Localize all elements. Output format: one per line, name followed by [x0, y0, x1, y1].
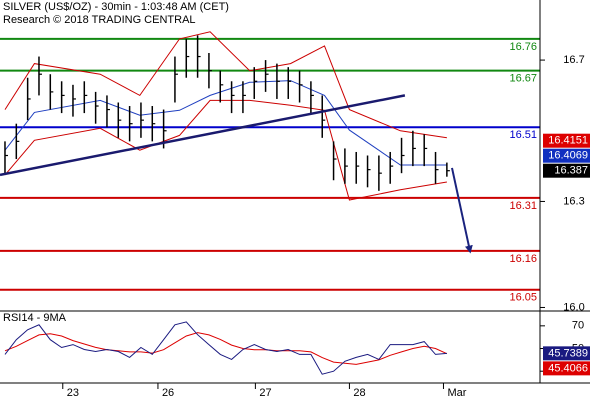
- overlay-line: [4, 31, 447, 139]
- y-tick-label: 16.3: [563, 195, 584, 207]
- overlay-line: [4, 80, 447, 166]
- price-tag-label: 16.4069: [548, 150, 588, 162]
- y-tick-label: 16.0: [563, 301, 584, 313]
- x-tick-label: Mar: [447, 387, 466, 399]
- level-label: 16.05: [509, 292, 537, 304]
- price-tag: [543, 163, 590, 178]
- level-label: 16.51: [509, 129, 537, 141]
- panel-title: RSI14 - 9MA: [3, 312, 67, 324]
- overlay-line: [4, 99, 447, 201]
- level-label: 16.31: [509, 200, 537, 212]
- rsi-line: [4, 321, 447, 375]
- rsi-line: [4, 332, 448, 365]
- level-label: 16.67: [509, 73, 537, 85]
- y-tick-label: 16.7: [563, 54, 584, 66]
- price-tag: [543, 346, 590, 361]
- x-tick-label: 23: [67, 387, 79, 399]
- price-tag: [543, 361, 590, 376]
- price-tag: [543, 148, 590, 163]
- price-tag-label: 45.7389: [548, 347, 588, 359]
- x-tick-label: 28: [353, 387, 365, 399]
- price-tag-label: 16.387: [554, 165, 588, 177]
- chart-title: SILVER (US$/OZ) - 30min - 1:03:48 AM (CE…: [3, 1, 229, 13]
- trendline: [0, 94, 406, 177]
- level-label: 16.16: [509, 253, 537, 265]
- chart-subtitle: Research © 2018 TRADING CENTRAL: [3, 14, 196, 26]
- price-tag-label: 16.4151: [548, 135, 588, 147]
- x-tick-label: 26: [162, 387, 174, 399]
- price-tag: [543, 133, 590, 148]
- forecast-arrow: [451, 167, 473, 254]
- level-label: 16.76: [509, 41, 537, 53]
- x-tick-label: 27: [259, 387, 271, 399]
- y-tick-label: 70: [572, 320, 584, 332]
- price-tag-label: 45.4066: [548, 362, 588, 374]
